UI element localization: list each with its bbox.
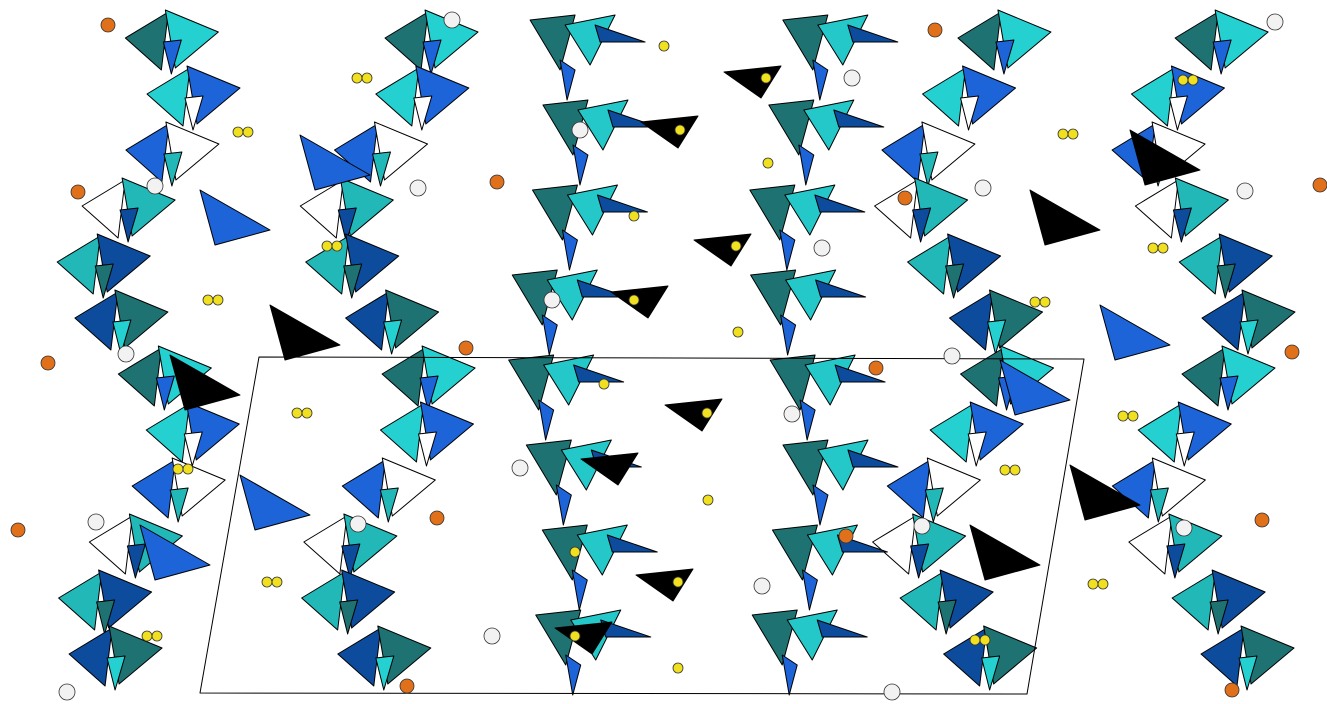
yellow-atom — [570, 631, 580, 641]
white-atom — [884, 684, 900, 700]
yellow-atom — [173, 464, 183, 474]
yellow-atom — [731, 241, 741, 251]
yellow-atom — [302, 408, 312, 418]
white-atom — [975, 180, 991, 196]
white-atom — [1176, 520, 1192, 536]
white-atom — [914, 518, 930, 534]
white-atom — [59, 684, 75, 700]
crystal-structure — [0, 0, 1327, 704]
yellow-atom — [243, 127, 253, 137]
orange-atom — [898, 191, 912, 205]
orange-atom — [928, 23, 942, 37]
yellow-atom — [629, 211, 639, 221]
yellow-atom — [1088, 579, 1098, 589]
yellow-atom — [183, 464, 193, 474]
yellow-atom — [1148, 243, 1158, 253]
yellow-atom — [675, 125, 685, 135]
yellow-atom — [362, 73, 372, 83]
yellow-atom — [1030, 297, 1040, 307]
white-atom — [512, 460, 528, 476]
yellow-atom — [1128, 411, 1138, 421]
yellow-atom — [970, 635, 980, 645]
yellow-atom — [152, 631, 162, 641]
orange-atom — [400, 679, 414, 693]
white-atom — [484, 628, 500, 644]
yellow-atom — [673, 663, 683, 673]
yellow-atom — [599, 379, 609, 389]
white-atom — [444, 12, 460, 28]
yellow-atom — [703, 495, 713, 505]
orange-atom — [71, 185, 85, 199]
orange-atom — [459, 341, 473, 355]
orange-atom — [490, 175, 504, 189]
orange-atom — [1285, 345, 1299, 359]
yellow-atom — [980, 635, 990, 645]
yellow-atom — [322, 241, 332, 251]
orange-atom — [101, 18, 115, 32]
yellow-atom — [203, 295, 213, 305]
white-atom — [784, 406, 800, 422]
yellow-atom — [1000, 465, 1010, 475]
white-atom — [814, 240, 830, 256]
yellow-atom — [1178, 75, 1188, 85]
yellow-atom — [1188, 75, 1198, 85]
yellow-atom — [673, 577, 683, 587]
orange-atom — [1313, 178, 1327, 192]
white-atom — [147, 178, 163, 194]
orange-atom — [430, 511, 444, 525]
white-atom — [350, 516, 366, 532]
yellow-atom — [292, 408, 302, 418]
yellow-atom — [1058, 129, 1068, 139]
white-atom — [1267, 14, 1283, 30]
yellow-atom — [761, 73, 771, 83]
white-atom — [754, 578, 770, 594]
yellow-atom — [629, 295, 639, 305]
yellow-atom — [1040, 297, 1050, 307]
yellow-atom — [213, 295, 223, 305]
yellow-atom — [733, 327, 743, 337]
yellow-atom — [1068, 129, 1078, 139]
yellow-atom — [1158, 243, 1168, 253]
yellow-atom — [1010, 465, 1020, 475]
yellow-atom — [1098, 579, 1108, 589]
white-atom — [118, 346, 134, 362]
yellow-atom — [142, 631, 152, 641]
yellow-atom — [702, 408, 712, 418]
yellow-atom — [1118, 411, 1128, 421]
white-atom — [410, 180, 426, 196]
white-atom — [944, 348, 960, 364]
yellow-atom — [262, 577, 272, 587]
white-atom — [572, 122, 588, 138]
yellow-atom — [763, 158, 773, 168]
orange-atom — [11, 523, 25, 537]
white-atom — [844, 70, 860, 86]
white-atom — [1237, 183, 1253, 199]
orange-atom — [1225, 683, 1239, 697]
white-atom — [88, 514, 104, 530]
orange-atom — [1255, 513, 1269, 527]
yellow-atom — [352, 73, 362, 83]
orange-atom — [869, 361, 883, 375]
yellow-atom — [659, 41, 669, 51]
yellow-atom — [272, 577, 282, 587]
orange-atom — [41, 356, 55, 370]
yellow-atom — [570, 547, 580, 557]
yellow-atom — [332, 241, 342, 251]
orange-atom — [839, 529, 853, 543]
yellow-atom — [233, 127, 243, 137]
white-atom — [544, 292, 560, 308]
